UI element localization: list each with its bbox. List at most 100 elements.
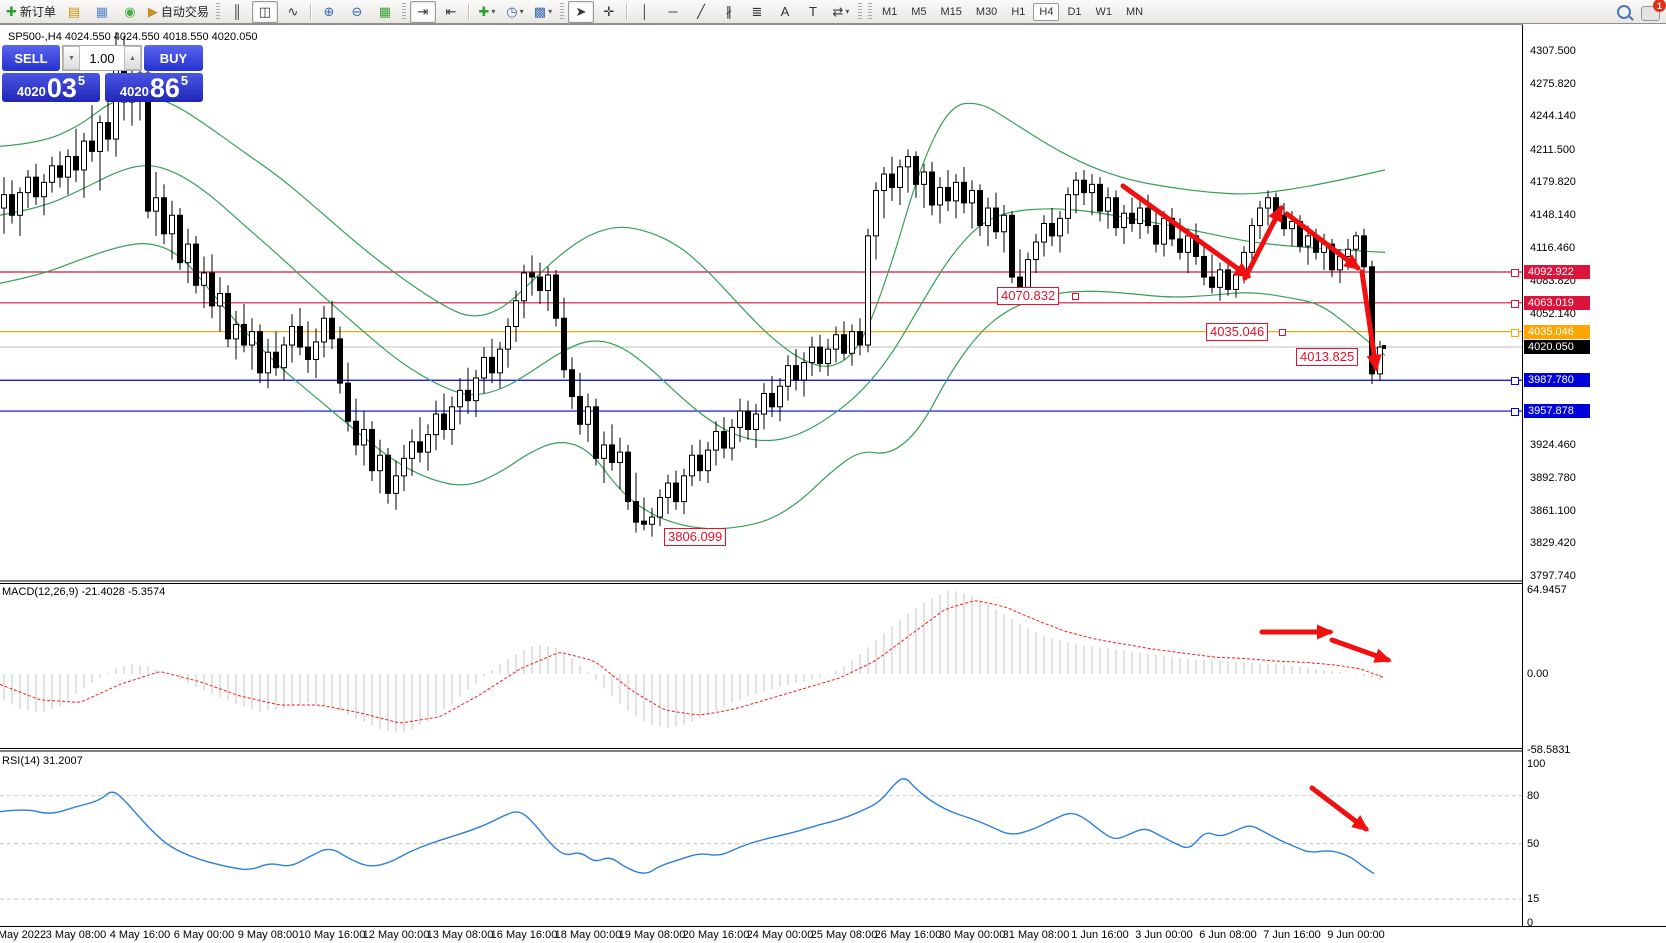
crosshair-button[interactable]: ✛: [596, 1, 622, 23]
market-watch-icon: ▤: [67, 3, 81, 19]
rsi-line: [0, 778, 1375, 875]
buy-price[interactable]: 4020 86 5: [105, 73, 203, 102]
timeframe-m1[interactable]: M1: [881, 5, 898, 18]
notifications-icon[interactable]: 1: [1641, 0, 1666, 21]
trend-arrow[interactable]: [1242, 204, 1284, 281]
bull-candle: [649, 516, 655, 525]
chart-shift-button[interactable]: ⇤: [438, 1, 464, 23]
bear-candle: [1009, 214, 1015, 278]
bull-candle: [665, 482, 671, 498]
cursor-icon: ➤: [575, 3, 587, 19]
templates-button[interactable]: ▩ ▾: [530, 1, 556, 23]
text-label-button[interactable]: T: [800, 1, 826, 23]
chevron-down-icon[interactable]: ▾: [845, 7, 850, 16]
timeframe-m15[interactable]: M15: [940, 5, 962, 18]
trend-arrow[interactable]: [1329, 637, 1392, 663]
horizontal-line-button[interactable]: ─: [660, 1, 686, 23]
price-axis[interactable]: 4307.500 4275.820 4244.140 4211.500 4179.820…: [1523, 24, 1666, 929]
price-annotation[interactable]: 4013.825: [1296, 348, 1359, 366]
bear-candle: [633, 501, 639, 523]
trend-arrow[interactable]: [1359, 269, 1382, 372]
data-window-button[interactable]: ▦: [89, 1, 115, 23]
timeframe-m30[interactable]: M30: [975, 5, 998, 18]
zoom-in-icon: ⊕: [323, 3, 335, 19]
time-axis-label: 25 May 08:00: [810, 929, 878, 941]
bull-candle: [937, 186, 943, 206]
annotation-anchor[interactable]: [1072, 293, 1079, 300]
price-axis-tick: 4179.820: [1530, 176, 1576, 189]
fibonacci-button[interactable]: ≣: [744, 1, 770, 23]
autotrading-button[interactable]: ▶ 自动交易: [145, 1, 212, 23]
toolbar-handle: [867, 2, 872, 21]
chevron-down-icon[interactable]: ▾: [548, 7, 553, 16]
zoom-in-button[interactable]: ⊕: [316, 1, 342, 23]
bull-candle: [777, 385, 783, 408]
trend-arrow[interactable]: [1120, 183, 1252, 279]
arrows-tool-button[interactable]: ⇄ ▾: [828, 1, 854, 23]
bear-candle: [417, 441, 423, 453]
chevron-down-icon[interactable]: ▾: [491, 7, 496, 16]
timeframe-h1[interactable]: H1: [1011, 5, 1026, 18]
level-price-label: 3957.878: [1524, 404, 1590, 419]
timeframe-mn[interactable]: MN: [1126, 5, 1144, 18]
bollinger-middle-band: [0, 165, 1386, 442]
lot-size-field[interactable]: 1.00: [80, 46, 124, 70]
chevron-down-icon[interactable]: ▾: [519, 7, 524, 16]
level-handle[interactable]: [1511, 268, 1519, 277]
search-icon[interactable]: [1617, 4, 1631, 19]
indicators-button[interactable]: ✚ ▾: [474, 1, 500, 23]
periods-button[interactable]: ◷ ▾: [502, 1, 528, 23]
trend-arrow[interactable]: [1284, 211, 1362, 271]
sell-button[interactable]: SELL: [2, 45, 60, 71]
timeframe-h4[interactable]: H4: [1033, 2, 1060, 21]
rsi-axis-value: 50: [1527, 837, 1540, 850]
trend-arrow[interactable]: [1309, 785, 1370, 832]
trendline-button[interactable]: ╱: [688, 1, 714, 23]
annotation-anchor[interactable]: [1279, 329, 1286, 336]
bull-candle: [1233, 274, 1239, 290]
zoom-out-button[interactable]: ⊖: [344, 1, 370, 23]
market-watch-button[interactable]: ▤: [61, 1, 87, 23]
bull-candle: [1105, 197, 1111, 212]
price-annotation[interactable]: 4035.046: [1206, 323, 1269, 341]
new-order-button[interactable]: ✚ 新订单: [3, 1, 59, 23]
macd-axis-value: -58.5831: [1527, 743, 1571, 756]
rsi-axis-value: 15: [1527, 893, 1540, 906]
timeframe-w1[interactable]: W1: [1095, 5, 1113, 18]
bull-candle: [201, 272, 207, 286]
buy-price-sup: 5: [180, 73, 189, 88]
text-button[interactable]: A: [772, 1, 798, 23]
bull-candle: [1033, 241, 1039, 261]
time-axis[interactable]: May 2022 3 May 08:00 4 May 16:00 6 May 00:0…: [0, 927, 1666, 943]
level-handle[interactable]: [1511, 299, 1519, 308]
line-chart-button[interactable]: ∿: [280, 1, 306, 23]
level-handle[interactable]: [1511, 328, 1519, 337]
level-handle[interactable]: [1511, 408, 1519, 417]
auto-scroll-button[interactable]: ⇥: [409, 0, 436, 23]
indicators-icon: ✚: [478, 3, 490, 19]
buy-button[interactable]: BUY: [144, 45, 203, 71]
bull-candle: [17, 192, 23, 216]
bar-chart-button[interactable]: ║: [224, 1, 250, 23]
candlestick-chart-button[interactable]: ◫: [251, 0, 278, 23]
bull-candle: [1065, 194, 1071, 219]
last-price-marker: [1382, 345, 1386, 350]
sell-price[interactable]: 4020 03 5: [2, 73, 100, 102]
timeframe-m5[interactable]: M5: [911, 5, 927, 18]
lot-increase-button[interactable]: ▲: [124, 46, 141, 70]
equidistant-channel-button[interactable]: ∦: [716, 1, 742, 23]
timeframe-d1[interactable]: D1: [1067, 5, 1082, 18]
bull-candle: [289, 325, 295, 346]
price-annotation[interactable]: 4070.832: [997, 287, 1060, 305]
level-handle[interactable]: [1511, 377, 1519, 386]
tile-windows-button[interactable]: ▦: [372, 1, 398, 23]
navigator-button[interactable]: ◉: [117, 1, 143, 23]
price-annotation[interactable]: 3806.099: [664, 528, 727, 546]
bear-candle: [1153, 225, 1159, 245]
bull-candle: [425, 434, 431, 453]
bull-candle: [481, 356, 487, 379]
vertical-line-button[interactable]: │: [632, 1, 658, 23]
lot-decrease-button[interactable]: ▼: [63, 46, 80, 70]
cursor-button[interactable]: ➤: [567, 0, 594, 23]
